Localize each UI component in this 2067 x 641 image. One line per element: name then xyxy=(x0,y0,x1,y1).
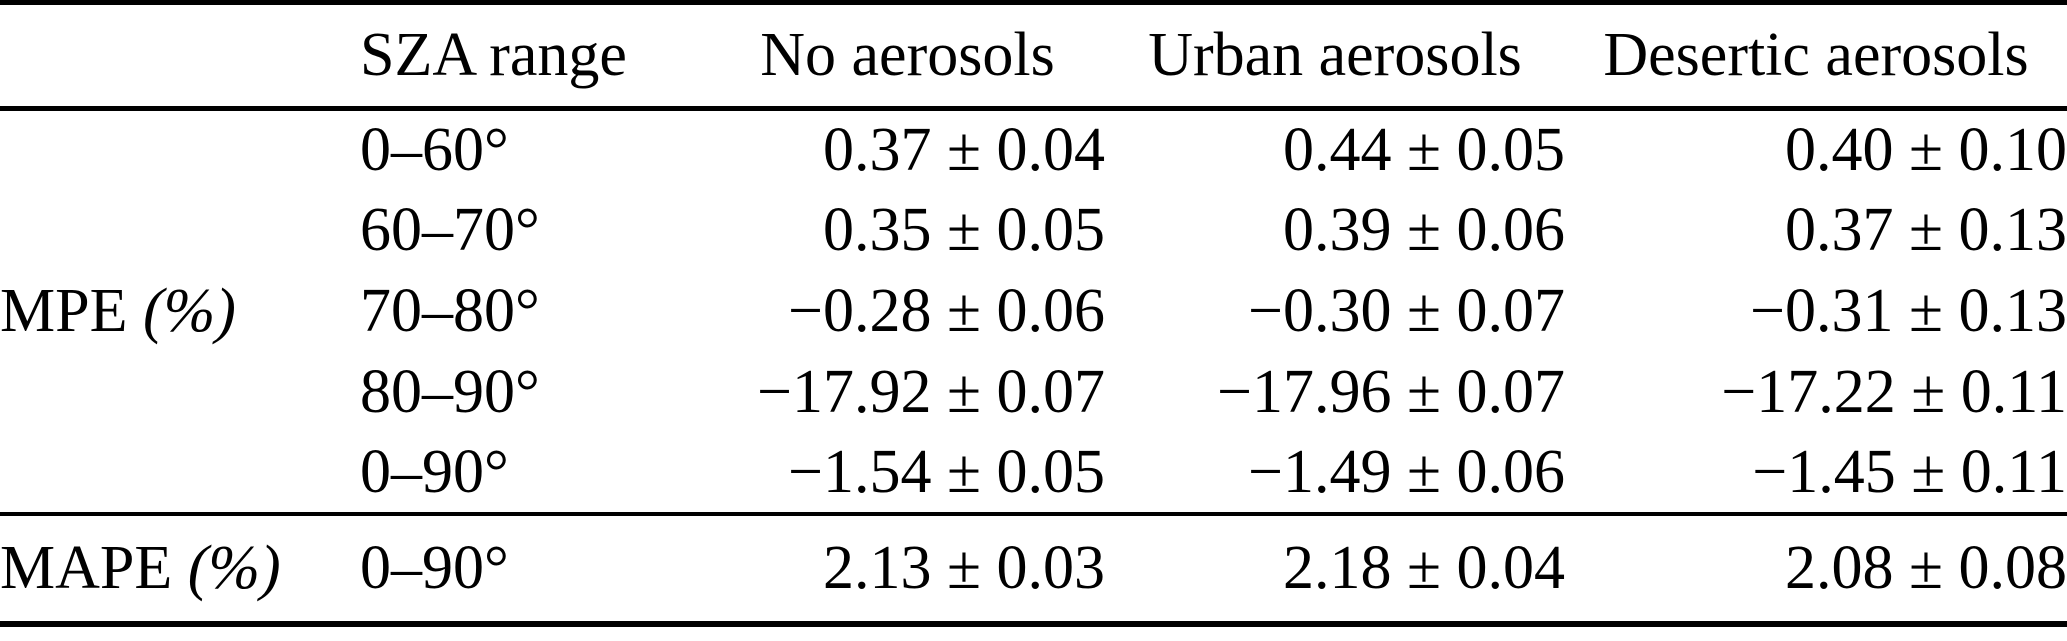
table-row: MPE (%) 0–60° 0.37 ± 0.04 0.44 ± 0.05 0.… xyxy=(0,109,2067,345)
cell-value: 0.39 ± 0.06 xyxy=(1282,195,1565,264)
col-header-urban-aerosols: Urban aerosols xyxy=(1148,21,1522,89)
section-unit: (%) xyxy=(142,276,236,345)
corner-cell xyxy=(0,3,360,109)
cell-value: 2.18 ± 0.04 xyxy=(1282,533,1565,602)
cell-value: −17.22 ± 0.11 xyxy=(1721,357,2067,426)
row-label-mape: MAPE (%) xyxy=(0,514,360,624)
cell-value: −1.54 ± 0.05 xyxy=(788,437,1105,506)
cell-value: 0.37 ± 0.13 xyxy=(1784,195,2067,264)
table-row: 60–70° 0.35 ± 0.05 0.39 ± 0.06 0.37 ± 0.… xyxy=(0,190,2067,271)
mpe-section: MPE (%) 0–60° 0.37 ± 0.04 0.44 ± 0.05 0.… xyxy=(0,109,2067,514)
cell-value: −0.31 ± 0.13 xyxy=(1750,276,2067,345)
col-header-sza-range: SZA range xyxy=(360,21,627,89)
table-row: 70–80° −0.28 ± 0.06 −0.30 ± 0.07 −0.31 ±… xyxy=(0,271,2067,352)
cell-value: −17.92 ± 0.07 xyxy=(757,357,1105,426)
results-table: SZA range No aerosols Urban aerosols Des… xyxy=(0,2,2067,624)
mape-section: MAPE (%) 0–90° 2.13 ± 0.03 2.18 ± 0.04 2… xyxy=(0,514,2067,624)
row-label-mpe: MPE (%) xyxy=(0,109,360,514)
cell-sza: 60–70° xyxy=(360,195,540,264)
cell-sza: 0–90° xyxy=(360,533,509,602)
cell-value: −1.45 ± 0.11 xyxy=(1752,437,2067,506)
cell-value: 2.13 ± 0.03 xyxy=(822,533,1105,602)
cell-value: 0.40 ± 0.10 xyxy=(1784,115,2067,184)
cell-sza: 0–90° xyxy=(360,437,509,506)
cell-value: −1.49 ± 0.06 xyxy=(1248,437,1565,506)
cell-sza: 70–80° xyxy=(360,276,540,345)
table-row: 80–90° −17.92 ± 0.07 −17.96 ± 0.07 −17.2… xyxy=(0,352,2067,433)
cell-value: −17.96 ± 0.07 xyxy=(1217,357,1565,426)
cell-value: 0.37 ± 0.04 xyxy=(822,115,1105,184)
table-row: MAPE (%) 0–90° 2.13 ± 0.03 2.18 ± 0.04 2… xyxy=(0,514,2067,624)
col-header-desertic-aerosols: Desertic aerosols xyxy=(1603,21,2029,89)
cell-value: 0.44 ± 0.05 xyxy=(1282,115,1565,184)
section-unit: (%) xyxy=(187,533,281,602)
cell-sza: 80–90° xyxy=(360,357,540,426)
cell-value: 0.35 ± 0.05 xyxy=(822,195,1105,264)
cell-value: −0.28 ± 0.06 xyxy=(788,276,1105,345)
header-row: SZA range No aerosols Urban aerosols Des… xyxy=(0,2,2067,109)
section-label: MAPE xyxy=(0,533,173,602)
cell-value: 2.08 ± 0.08 xyxy=(1784,533,2067,602)
section-label: MPE xyxy=(0,276,128,345)
cell-sza: 0–60° xyxy=(360,115,509,184)
table-row: 0–90° −1.54 ± 0.05 −1.49 ± 0.06 −1.45 ± … xyxy=(0,433,2067,514)
cell-value: −0.30 ± 0.07 xyxy=(1248,276,1565,345)
col-header-no-aerosols: No aerosols xyxy=(760,21,1055,89)
table-header: SZA range No aerosols Urban aerosols Des… xyxy=(0,2,2067,109)
